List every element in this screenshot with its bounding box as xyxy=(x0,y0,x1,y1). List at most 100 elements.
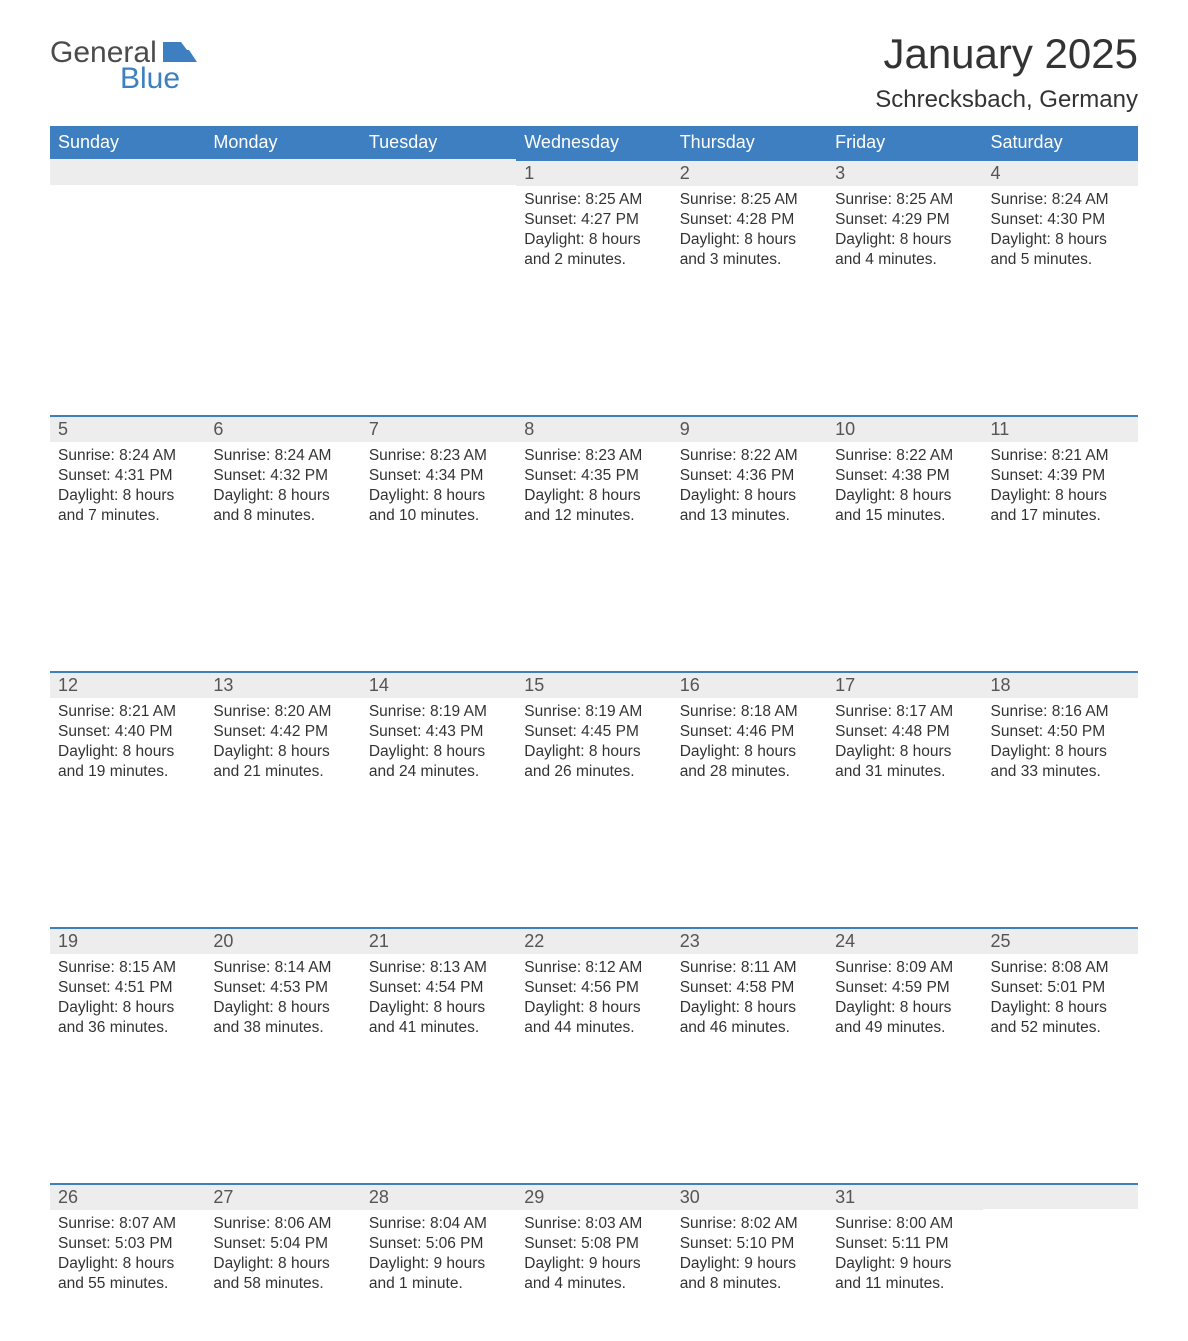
sunset-text: Sunset: 5:08 PM xyxy=(524,1234,663,1254)
sunset-text: Sunset: 4:58 PM xyxy=(680,978,819,998)
sunrise-text: Sunrise: 8:24 AM xyxy=(991,190,1130,210)
day-cell: 20Sunrise: 8:14 AMSunset: 4:53 PMDayligh… xyxy=(205,927,360,1055)
day-header: Tuesday xyxy=(361,126,516,159)
day-number: 14 xyxy=(361,671,516,698)
month-title: January 2025 xyxy=(875,30,1138,78)
day-cell: 5Sunrise: 8:24 AMSunset: 4:31 PMDaylight… xyxy=(50,415,205,543)
page-header: General Blue January 2025 Schrecksbach, … xyxy=(50,30,1138,114)
sunset-text: Sunset: 4:50 PM xyxy=(991,722,1130,742)
day-number: 11 xyxy=(983,415,1138,442)
sunrise-text: Sunrise: 8:06 AM xyxy=(213,1214,352,1234)
day-number: 27 xyxy=(205,1183,360,1210)
day-details: Sunrise: 8:24 AMSunset: 4:30 PMDaylight:… xyxy=(983,186,1138,279)
day-details: Sunrise: 8:22 AMSunset: 4:38 PMDaylight:… xyxy=(827,442,982,535)
day-details: Sunrise: 8:21 AMSunset: 4:39 PMDaylight:… xyxy=(983,442,1138,535)
day-details: Sunrise: 8:24 AMSunset: 4:31 PMDaylight:… xyxy=(50,442,205,535)
day-cell xyxy=(983,1183,1138,1311)
sunrise-text: Sunrise: 8:24 AM xyxy=(213,446,352,466)
day-cell: 17Sunrise: 8:17 AMSunset: 4:48 PMDayligh… xyxy=(827,671,982,799)
daylight-text: Daylight: 8 hours and 26 minutes. xyxy=(524,742,663,782)
brand-logo: General Blue xyxy=(50,30,197,94)
day-number: 13 xyxy=(205,671,360,698)
sunrise-text: Sunrise: 8:03 AM xyxy=(524,1214,663,1234)
daylight-text: Daylight: 8 hours and 46 minutes. xyxy=(680,998,819,1038)
day-number: 16 xyxy=(672,671,827,698)
daylight-text: Daylight: 8 hours and 55 minutes. xyxy=(58,1254,197,1294)
day-cell: 29Sunrise: 8:03 AMSunset: 5:08 PMDayligh… xyxy=(516,1183,671,1311)
day-header: Wednesday xyxy=(516,126,671,159)
day-details: Sunrise: 8:13 AMSunset: 4:54 PMDaylight:… xyxy=(361,954,516,1047)
day-number: 8 xyxy=(516,415,671,442)
day-details: Sunrise: 8:14 AMSunset: 4:53 PMDaylight:… xyxy=(205,954,360,1047)
day-number: 1 xyxy=(516,159,671,186)
day-details: Sunrise: 8:03 AMSunset: 5:08 PMDaylight:… xyxy=(516,1210,671,1303)
day-details: Sunrise: 8:06 AMSunset: 5:04 PMDaylight:… xyxy=(205,1210,360,1303)
day-cell: 2Sunrise: 8:25 AMSunset: 4:28 PMDaylight… xyxy=(672,159,827,287)
daylight-text: Daylight: 8 hours and 28 minutes. xyxy=(680,742,819,782)
sunrise-text: Sunrise: 8:21 AM xyxy=(991,446,1130,466)
sunrise-text: Sunrise: 8:23 AM xyxy=(369,446,508,466)
sunrise-text: Sunrise: 8:22 AM xyxy=(835,446,974,466)
sunset-text: Sunset: 4:32 PM xyxy=(213,466,352,486)
day-details: Sunrise: 8:24 AMSunset: 4:32 PMDaylight:… xyxy=(205,442,360,535)
day-cell: 25Sunrise: 8:08 AMSunset: 5:01 PMDayligh… xyxy=(983,927,1138,1055)
day-cell: 27Sunrise: 8:06 AMSunset: 5:04 PMDayligh… xyxy=(205,1183,360,1311)
sunrise-text: Sunrise: 8:17 AM xyxy=(835,702,974,722)
day-details: Sunrise: 8:12 AMSunset: 4:56 PMDaylight:… xyxy=(516,954,671,1047)
day-cell: 4Sunrise: 8:24 AMSunset: 4:30 PMDaylight… xyxy=(983,159,1138,287)
day-number: 2 xyxy=(672,159,827,186)
day-number xyxy=(205,159,360,185)
day-number: 4 xyxy=(983,159,1138,186)
sunrise-text: Sunrise: 8:21 AM xyxy=(58,702,197,722)
day-cell: 7Sunrise: 8:23 AMSunset: 4:34 PMDaylight… xyxy=(361,415,516,543)
day-details: Sunrise: 8:09 AMSunset: 4:59 PMDaylight:… xyxy=(827,954,982,1047)
sunrise-text: Sunrise: 8:25 AM xyxy=(835,190,974,210)
day-number: 15 xyxy=(516,671,671,698)
day-details: Sunrise: 8:07 AMSunset: 5:03 PMDaylight:… xyxy=(50,1210,205,1303)
sunset-text: Sunset: 4:27 PM xyxy=(524,210,663,230)
sunset-text: Sunset: 5:01 PM xyxy=(991,978,1130,998)
day-number: 25 xyxy=(983,927,1138,954)
day-cell: 19Sunrise: 8:15 AMSunset: 4:51 PMDayligh… xyxy=(50,927,205,1055)
title-block: January 2025 Schrecksbach, Germany xyxy=(875,30,1138,114)
day-header: Friday xyxy=(827,126,982,159)
sunrise-text: Sunrise: 8:04 AM xyxy=(369,1214,508,1234)
sunset-text: Sunset: 4:36 PM xyxy=(680,466,819,486)
calendar-body: 1 Sunrise: 8:25 AM Sunset: 4:27 PM Daylight… xyxy=(50,159,1138,1311)
daylight-text: Daylight: 8 hours and 31 minutes. xyxy=(835,742,974,782)
day-header: Thursday xyxy=(672,126,827,159)
day-details: Sunrise: 8:18 AMSunset: 4:46 PMDaylight:… xyxy=(672,698,827,791)
day-cell: 14Sunrise: 8:19 AMSunset: 4:43 PMDayligh… xyxy=(361,671,516,799)
day-details: Sunrise: 8:17 AMSunset: 4:48 PMDaylight:… xyxy=(827,698,982,791)
day-cell: 8Sunrise: 8:23 AMSunset: 4:35 PMDaylight… xyxy=(516,415,671,543)
sunrise-text: Sunrise: 8:15 AM xyxy=(58,958,197,978)
sunrise-text: Sunrise: 8:16 AM xyxy=(991,702,1130,722)
sunset-text: Sunset: 4:51 PM xyxy=(58,978,197,998)
week-row: 19Sunrise: 8:15 AMSunset: 4:51 PMDayligh… xyxy=(50,927,1138,1055)
day-details: Sunrise: 8:23 AMSunset: 4:34 PMDaylight:… xyxy=(361,442,516,535)
day-header: Sunday xyxy=(50,126,205,159)
sunset-text: Sunset: 5:10 PM xyxy=(680,1234,819,1254)
week-row: 1Sunrise: 8:25 AMSunset: 4:27 PMDaylight… xyxy=(50,159,1138,287)
day-details: Sunrise: 8:04 AMSunset: 5:06 PMDaylight:… xyxy=(361,1210,516,1303)
sunrise-text: Sunrise: 8:19 AM xyxy=(524,702,663,722)
day-number: 7 xyxy=(361,415,516,442)
sunrise-text: Sunrise: 8:13 AM xyxy=(369,958,508,978)
daylight-text: Daylight: 8 hours and 8 minutes. xyxy=(213,486,352,526)
day-number: 23 xyxy=(672,927,827,954)
day-cell: 3Sunrise: 8:25 AMSunset: 4:29 PMDaylight… xyxy=(827,159,982,287)
sunrise-text: Sunrise: 8:24 AM xyxy=(58,446,197,466)
sunrise-text: Sunrise: 8:07 AM xyxy=(58,1214,197,1234)
day-number: 10 xyxy=(827,415,982,442)
week-row: 26Sunrise: 8:07 AMSunset: 5:03 PMDayligh… xyxy=(50,1183,1138,1311)
day-details: Sunrise: 8:15 AMSunset: 4:51 PMDaylight:… xyxy=(50,954,205,1047)
day-cell: 15Sunrise: 8:19 AMSunset: 4:45 PMDayligh… xyxy=(516,671,671,799)
day-number: 30 xyxy=(672,1183,827,1210)
daylight-text: Daylight: 9 hours and 4 minutes. xyxy=(524,1254,663,1294)
day-cell: 23Sunrise: 8:11 AMSunset: 4:58 PMDayligh… xyxy=(672,927,827,1055)
sunset-text: Sunset: 4:53 PM xyxy=(213,978,352,998)
sunset-text: Sunset: 4:28 PM xyxy=(680,210,819,230)
daylight-text: Daylight: 8 hours and 33 minutes. xyxy=(991,742,1130,782)
day-number xyxy=(983,1183,1138,1209)
day-number: 28 xyxy=(361,1183,516,1210)
